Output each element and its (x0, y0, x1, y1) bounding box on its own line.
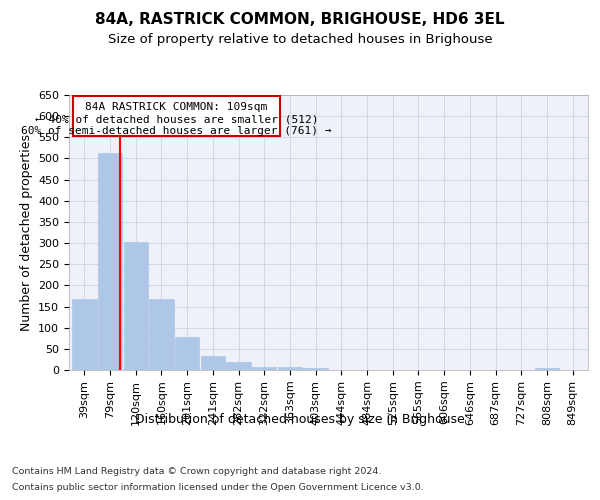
Text: 60% of semi-detached houses are larger (761) →: 60% of semi-detached houses are larger (… (21, 126, 332, 136)
Bar (124, 242, 148, 370)
Bar (226, 362, 251, 370)
Bar (200, 356, 225, 370)
Text: Size of property relative to detached houses in Brighouse: Size of property relative to detached ho… (107, 32, 493, 46)
Bar (304, 368, 328, 370)
Text: 84A, RASTRICK COMMON, BRIGHOUSE, HD6 3EL: 84A, RASTRICK COMMON, BRIGHOUSE, HD6 3EL (95, 12, 505, 28)
Text: Distribution of detached houses by size in Brighouse: Distribution of detached houses by size … (135, 412, 465, 426)
Bar (252, 366, 277, 370)
Text: 84A RASTRICK COMMON: 109sqm: 84A RASTRICK COMMON: 109sqm (85, 102, 268, 112)
Text: Contains HM Land Registry data © Crown copyright and database right 2024.: Contains HM Land Registry data © Crown c… (12, 468, 382, 476)
Bar (535, 368, 559, 370)
Bar (72, 299, 97, 370)
Text: Contains public sector information licensed under the Open Government Licence v3: Contains public sector information licen… (12, 484, 424, 492)
Text: ← 40% of detached houses are smaller (512): ← 40% of detached houses are smaller (51… (35, 114, 318, 124)
Bar (98, 154, 122, 370)
Y-axis label: Number of detached properties: Number of detached properties (20, 134, 32, 331)
Bar (149, 299, 173, 370)
FancyBboxPatch shape (73, 96, 280, 136)
Bar (175, 338, 199, 370)
Bar (278, 367, 302, 370)
